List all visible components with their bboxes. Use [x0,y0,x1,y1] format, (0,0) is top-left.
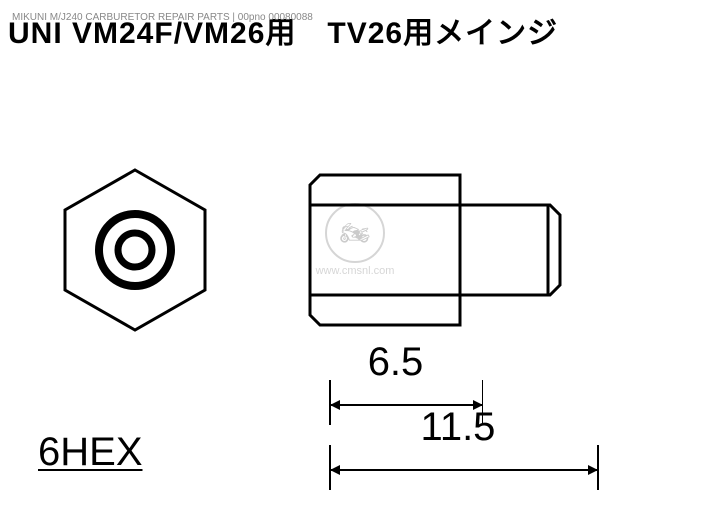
side-view [290,165,580,335]
dimension-short-value: 6.5 [308,340,483,385]
hex-size-label: 6HEX [38,430,143,475]
hex-front-view [45,160,225,340]
watermark-text: MIKUNI M/J240 CARBURETOR REPAIR PARTS | … [12,12,313,23]
dimension-long: 11.5 [308,445,608,495]
dimension-long-value: 11.5 [308,405,608,450]
